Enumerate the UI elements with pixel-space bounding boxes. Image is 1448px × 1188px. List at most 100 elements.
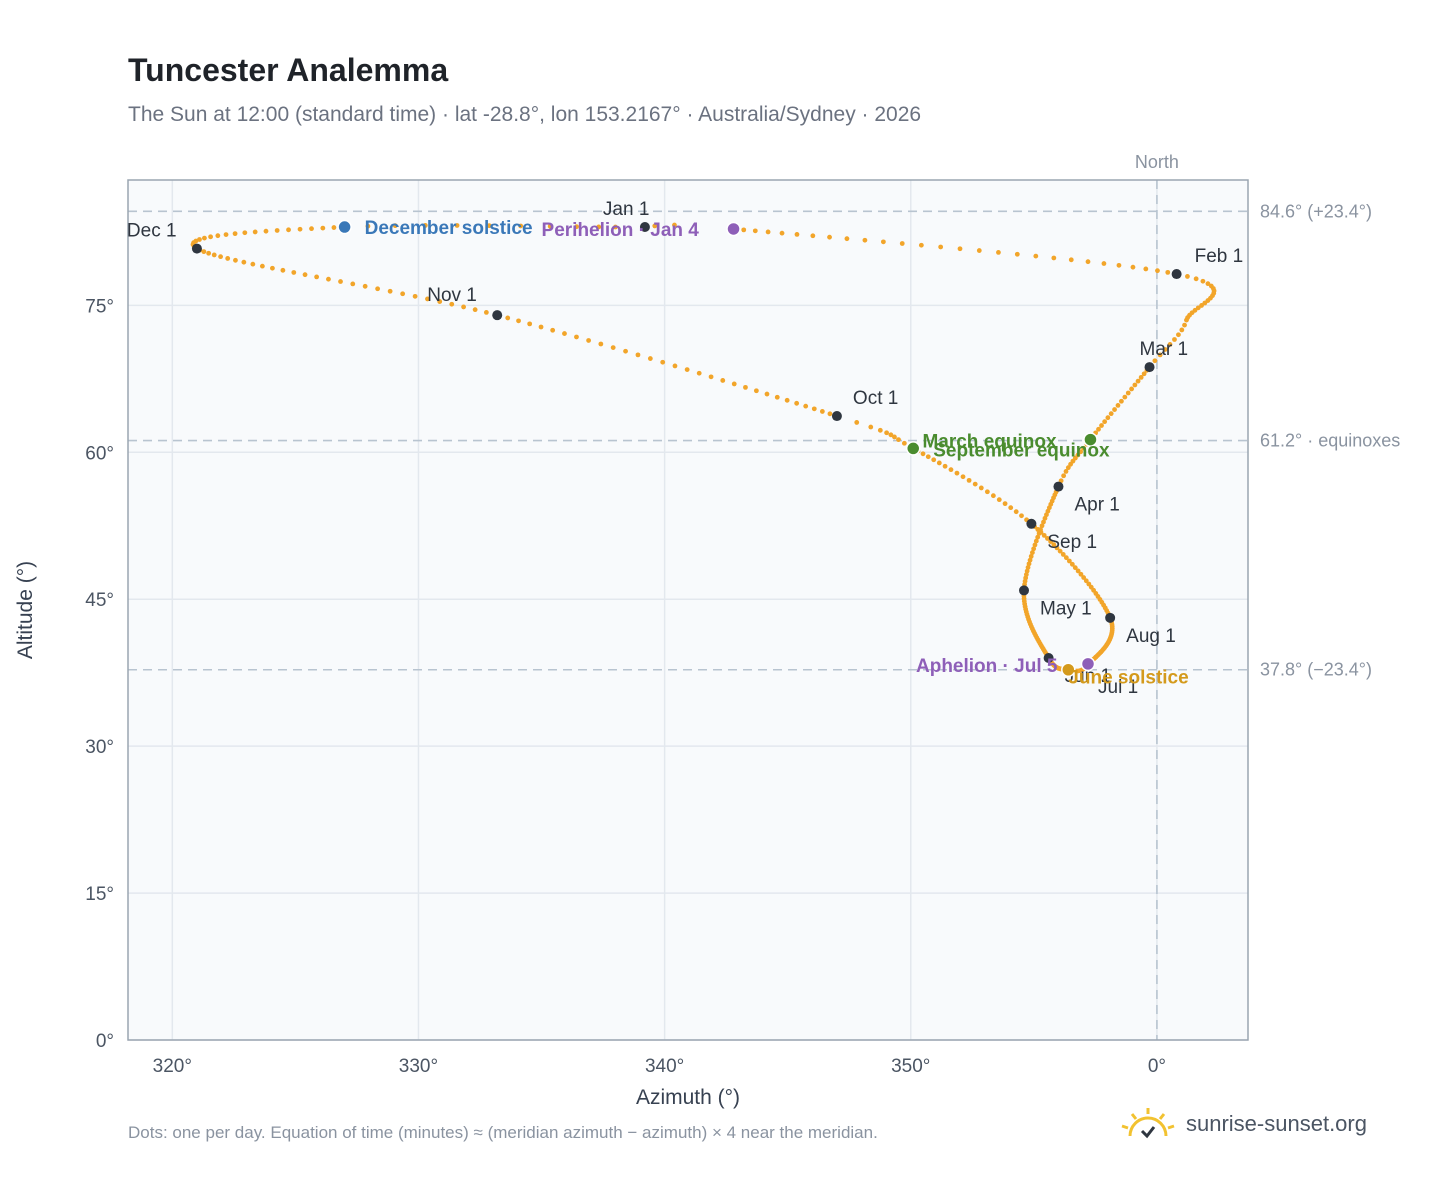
month-label: Aug 1 <box>1126 626 1176 647</box>
event-label: Aphelion · Jul 5 <box>916 656 1058 677</box>
day-dot <box>720 378 726 383</box>
day-dot <box>1199 303 1204 308</box>
day-dot <box>610 345 616 350</box>
day-dot <box>574 334 579 340</box>
day-dot <box>454 223 460 228</box>
day-dot <box>1116 262 1122 268</box>
day-dot <box>412 293 418 299</box>
event-label: June solstice <box>1068 668 1188 689</box>
day-dot <box>225 256 231 261</box>
month-label: Oct 1 <box>853 388 898 409</box>
day-dot <box>291 270 297 275</box>
day-dot <box>350 281 356 287</box>
day-dot <box>925 454 931 460</box>
day-dot <box>1068 461 1073 467</box>
day-dot <box>206 250 212 256</box>
month-label: May 1 <box>1040 598 1092 619</box>
day-dot <box>437 299 443 304</box>
day-dot <box>538 324 544 330</box>
day-dot <box>483 309 489 315</box>
day-dot <box>1205 281 1211 287</box>
day-dot <box>811 406 817 412</box>
day-dot <box>215 233 221 239</box>
day-dot <box>1057 548 1063 554</box>
month-label: Mar 1 <box>1140 339 1189 360</box>
day-dot <box>819 409 825 414</box>
chart-subtitle: The Sun at 12:00 (standard time) · lat -… <box>128 103 922 126</box>
day-dot <box>1143 266 1149 272</box>
day-dot <box>1182 322 1187 328</box>
day-dot <box>1063 555 1069 561</box>
day-dot <box>241 259 247 265</box>
day-dot <box>623 348 628 354</box>
day-dot <box>1054 545 1060 551</box>
day-dot <box>286 227 291 233</box>
event-marker <box>1061 662 1076 677</box>
day-dot <box>1108 411 1114 417</box>
day-dot <box>1165 269 1171 275</box>
day-dot <box>302 272 308 278</box>
day-dot <box>392 223 398 229</box>
month-label: Nov 1 <box>427 285 477 306</box>
day-dot <box>888 432 894 438</box>
day-dot <box>1066 558 1072 564</box>
day-dot <box>1013 509 1019 515</box>
day-dot <box>708 374 714 380</box>
month-label: Jul 1 <box>1098 677 1138 698</box>
day-dot <box>990 493 996 499</box>
day-dot <box>574 224 579 230</box>
day-dot <box>884 430 890 436</box>
day-dot <box>201 249 207 255</box>
event-label: December solstice <box>365 218 533 239</box>
day-dot <box>844 236 850 242</box>
day-dot <box>326 276 331 282</box>
month-label: Feb 1 <box>1195 246 1244 267</box>
day-dot <box>233 257 238 263</box>
month-marker <box>1026 518 1037 529</box>
day-dot <box>1033 538 1039 544</box>
day-dot <box>803 403 809 409</box>
day-dot <box>250 261 256 267</box>
day-dot <box>784 397 790 403</box>
month-marker <box>831 411 842 422</box>
day-dot <box>731 381 737 387</box>
day-dot <box>827 234 832 240</box>
day-dot <box>1069 561 1075 567</box>
day-dot <box>1101 261 1107 266</box>
day-dot <box>218 254 223 260</box>
day-dot <box>1085 259 1091 265</box>
day-dot <box>827 411 833 417</box>
month-marker <box>1019 585 1029 596</box>
day-dot <box>779 230 785 236</box>
day-dot <box>547 223 553 229</box>
day-dot <box>1042 515 1048 521</box>
event-label: September equinox <box>933 440 1110 461</box>
day-dot <box>1072 565 1078 571</box>
brand-text: sunrise-sunset.org <box>1186 1111 1367 1136</box>
brand[interactable]: sunrise-sunset.org <box>1120 1106 1367 1142</box>
day-dot <box>931 457 937 463</box>
day-dot <box>270 265 275 271</box>
event-marker <box>1080 656 1096 672</box>
y-tick-label: 15° <box>85 884 114 905</box>
day-dot <box>635 352 641 358</box>
x-tick-label: 330° <box>399 1056 438 1077</box>
day-dot <box>449 301 455 307</box>
event-marker <box>726 221 741 237</box>
day-dot <box>472 307 478 313</box>
day-dot <box>1083 578 1089 584</box>
day-dot <box>1141 371 1147 377</box>
day-dot <box>1096 426 1101 432</box>
day-dot <box>765 229 771 235</box>
day-dot <box>365 223 371 229</box>
y-tick-label: 0° <box>96 1031 114 1052</box>
chart-title: Tuncester Analemma <box>128 52 449 88</box>
day-dot <box>598 341 604 347</box>
day-dot <box>764 391 770 397</box>
day-dot <box>1075 568 1081 574</box>
day-dot <box>274 228 280 233</box>
day-dot <box>1035 527 1041 532</box>
day-dot <box>1184 317 1189 323</box>
month-label: Dec 1 <box>127 221 177 242</box>
